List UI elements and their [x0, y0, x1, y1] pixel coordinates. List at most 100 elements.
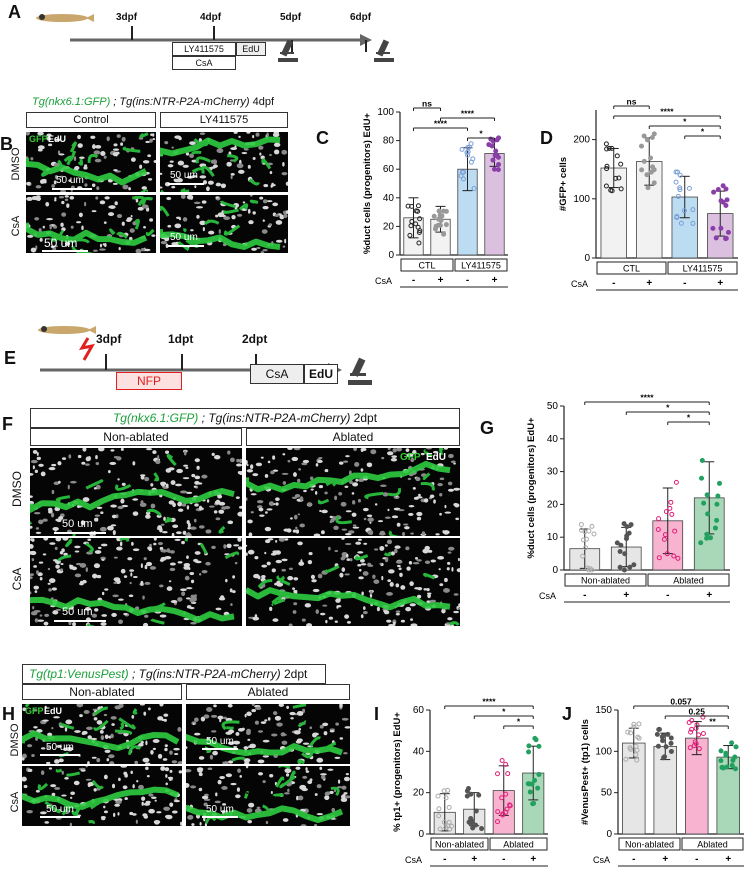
nucleus [51, 587, 57, 591]
box-ly411575: LY411575 [172, 42, 236, 56]
nucleus [344, 795, 350, 799]
nucleus [183, 450, 187, 456]
nucleus [110, 716, 117, 720]
nucleus [120, 766, 128, 768]
nucleus [153, 542, 157, 546]
data-point [496, 162, 502, 168]
box-edu-e: EdU [304, 364, 338, 384]
data-point [631, 721, 637, 727]
nucleus [227, 520, 234, 525]
nucleus [83, 166, 88, 170]
nucleus [169, 750, 173, 755]
nucleus [120, 498, 125, 504]
nucleus [319, 766, 323, 770]
nucleus [61, 770, 64, 775]
nucleus [255, 462, 263, 467]
nucleus [70, 791, 76, 796]
nucleus [212, 750, 218, 756]
nucleus [49, 542, 56, 545]
data-point [578, 522, 584, 528]
genotype-b-green: Tg(nkx6.1:GFP) [32, 96, 111, 108]
nucleus [160, 172, 163, 175]
nucleus [185, 152, 190, 156]
genotype-h-rest: ; Tg(ins:NTR-P2A-mCherry) [128, 667, 281, 681]
sig-label: * [666, 403, 670, 413]
nucleus [48, 510, 52, 514]
genotype-f-green: Tg(nkx6.1:GFP) [112, 411, 199, 425]
nucleus [159, 614, 167, 618]
nucleus [123, 612, 128, 616]
nucleus [221, 506, 225, 510]
nucleus [40, 770, 45, 776]
nucleus [201, 474, 208, 479]
nucleus [249, 743, 256, 749]
data-point [507, 802, 513, 808]
nucleus [168, 467, 175, 471]
nucleus [30, 157, 34, 161]
nucleus [35, 196, 42, 201]
nucleus [234, 561, 238, 565]
nucleus [233, 544, 240, 547]
nucleus [177, 501, 183, 507]
nucleus [249, 195, 253, 197]
nucleus [189, 526, 197, 530]
timeline-label-2dpt: 2dpt [242, 332, 268, 346]
nucleus [422, 548, 429, 554]
nucleus [246, 497, 248, 501]
data-point [723, 752, 729, 758]
y-tick-label: 150 [595, 705, 612, 716]
y-tick-label: 100 [573, 194, 590, 205]
timeline-label-1dpt: 1dpt [168, 332, 194, 346]
nucleus [104, 588, 109, 591]
nucleus [458, 603, 460, 608]
genotype-h: Tg(tp1:VenusPest) ; Tg(ins:NTR-P2A-mCher… [22, 664, 326, 684]
data-point [417, 216, 423, 222]
gfp-branch [288, 770, 296, 783]
nucleus [384, 516, 391, 519]
data-point [704, 535, 710, 541]
nucleus [150, 483, 154, 487]
row-label-f-csa: CsA [10, 567, 24, 591]
nucleus [31, 753, 35, 757]
data-point [583, 545, 589, 551]
nucleus [213, 704, 217, 708]
nucleus [141, 186, 148, 190]
nucleus [362, 507, 369, 512]
nucleus [360, 468, 364, 472]
nucleus [54, 174, 58, 180]
nucleus [409, 603, 416, 607]
nucleus [271, 733, 278, 737]
data-point [505, 771, 511, 777]
data-point [700, 731, 706, 737]
data-point [700, 714, 706, 720]
nucleus [298, 468, 302, 471]
nucleus [23, 784, 28, 789]
nucleus [78, 212, 83, 218]
nucleus [118, 619, 124, 625]
nucleus [64, 198, 69, 202]
data-point [668, 740, 674, 746]
sig-label: **** [482, 697, 496, 707]
nucleus [425, 448, 432, 450]
nucleus [35, 527, 40, 530]
nucleus [96, 506, 103, 509]
nucleus [103, 713, 108, 717]
nucleus [53, 559, 58, 562]
nucleus [84, 183, 88, 187]
nucleus [107, 525, 114, 531]
nucleus [396, 522, 401, 527]
nucleus [118, 777, 121, 782]
nucleus [257, 730, 263, 733]
nucleus [453, 487, 460, 491]
nucleus [239, 471, 242, 476]
nucleus [287, 788, 290, 793]
nucleus [405, 448, 410, 453]
nucleus [106, 758, 110, 762]
y-tick-label: 0 [606, 829, 612, 840]
group-box [681, 837, 744, 851]
gfp-branch [388, 530, 403, 536]
nucleus [247, 738, 251, 741]
nucleus [272, 550, 279, 554]
nucleus [363, 542, 368, 545]
